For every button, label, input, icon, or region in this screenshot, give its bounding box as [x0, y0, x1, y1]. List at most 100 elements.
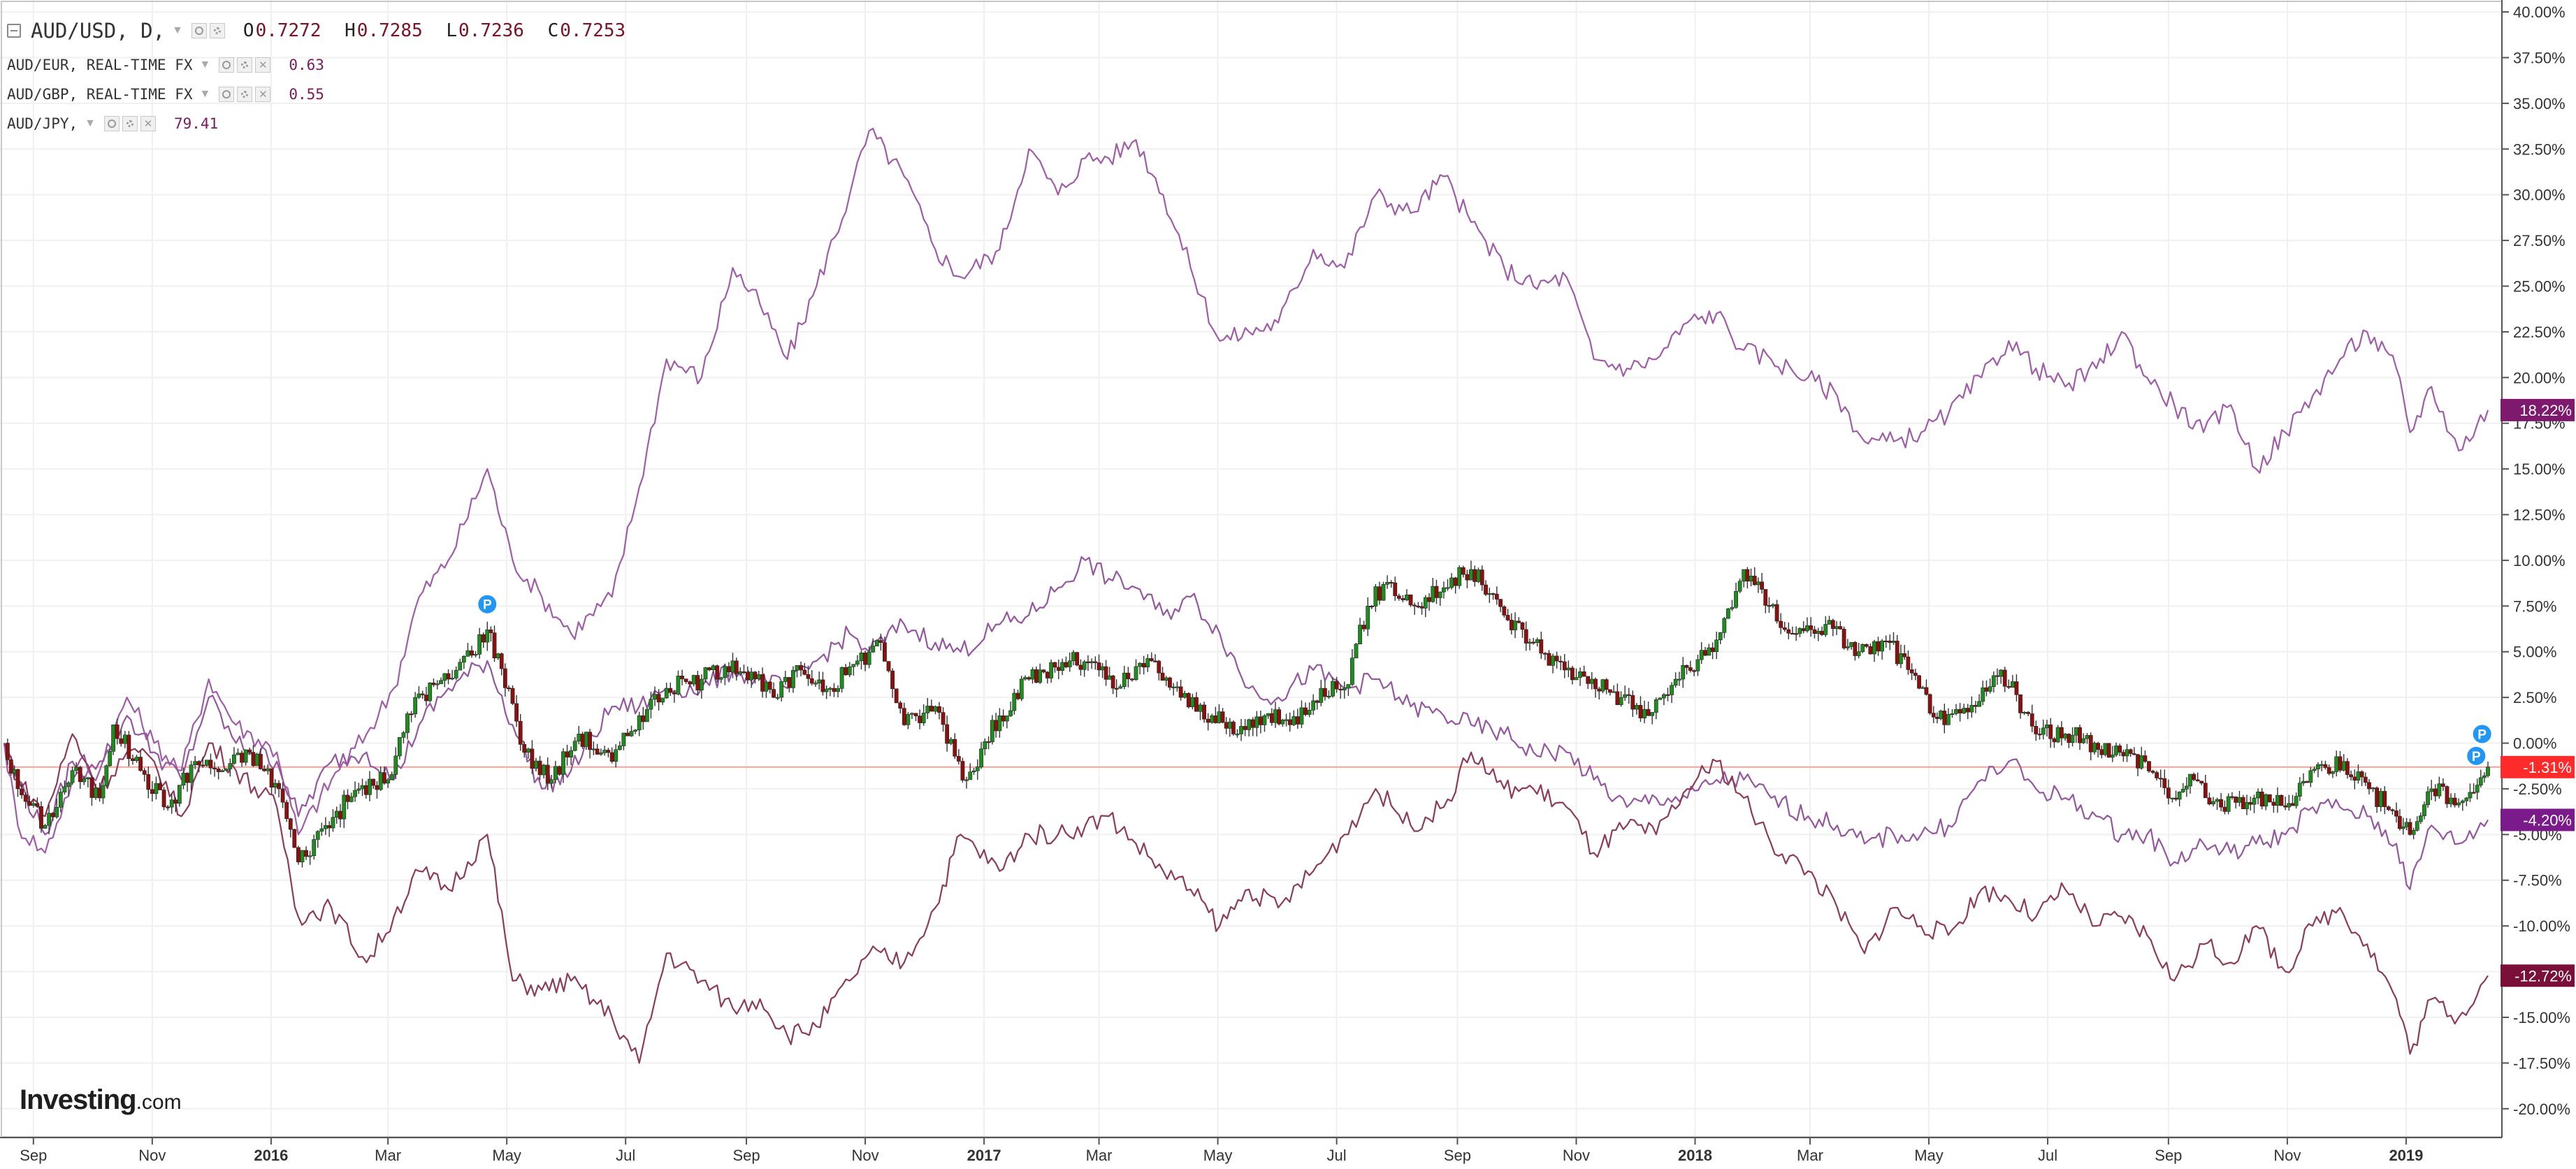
candle-body — [2081, 738, 2086, 743]
x-tick-label: May — [1914, 1147, 1944, 1164]
candle-body — [1442, 587, 1446, 593]
chevron-down-icon[interactable]: ▼ — [199, 88, 211, 100]
eye-icon[interactable] — [219, 87, 235, 102]
high-label: H — [345, 20, 356, 41]
candle-body — [941, 712, 946, 725]
compare-value: 0.63 — [289, 57, 324, 73]
candle-body — [2125, 749, 2129, 757]
candle-body — [1880, 640, 1885, 652]
candle-body — [2192, 774, 2196, 780]
candle-body — [2252, 797, 2257, 805]
y-tick-label: 2.50% — [2513, 689, 2556, 706]
compare-symbol[interactable]: AUD/EUR, REAL-TIME FX — [7, 57, 193, 73]
candle-body — [1962, 708, 1967, 713]
candle-body — [315, 831, 320, 840]
gear-icon[interactable] — [209, 23, 225, 38]
candle-body — [1342, 688, 1347, 690]
candle-body — [1695, 659, 1700, 671]
candle-body — [243, 749, 248, 763]
candle-body — [1461, 567, 1466, 575]
candle-body — [2279, 794, 2284, 806]
candle-body — [795, 665, 799, 671]
y-tick-label: -7.50% — [2513, 872, 2562, 890]
candle-body — [55, 807, 59, 818]
y-tick-label: 30.00% — [2513, 187, 2566, 204]
candle-body — [2359, 771, 2364, 778]
candle-body — [2356, 771, 2361, 781]
candle-body — [1307, 709, 1312, 715]
candle-body — [925, 706, 930, 713]
compare-symbol[interactable]: AUD/GBP, REAL-TIME FX — [7, 86, 193, 103]
candle-body — [420, 693, 425, 695]
candle-body — [2390, 809, 2395, 811]
candle-body — [1872, 641, 1876, 655]
candle-body — [2132, 753, 2136, 755]
eye-icon[interactable] — [104, 116, 120, 131]
candle-body — [312, 839, 317, 856]
candle-body — [2482, 775, 2487, 778]
collapse-icon[interactable] — [7, 24, 21, 38]
candle-body — [1104, 666, 1108, 680]
candle-body — [718, 677, 723, 680]
candle-body — [397, 737, 402, 757]
close-icon[interactable] — [255, 57, 271, 73]
candle-body — [1358, 625, 1362, 645]
candle-body — [1419, 606, 1424, 609]
close-icon[interactable] — [255, 87, 271, 102]
candle-body — [82, 778, 87, 783]
eye-icon[interactable] — [219, 57, 235, 73]
candle-body — [964, 779, 969, 781]
candle-body — [158, 783, 162, 790]
eye-icon[interactable] — [191, 23, 207, 38]
compare-symbol[interactable]: AUD/JPY, — [7, 115, 78, 132]
legend-compare-row: AUD/GBP, REAL-TIME FX ▼ 0.55 — [7, 80, 638, 109]
gear-icon[interactable] — [237, 57, 253, 73]
candle-body — [1981, 687, 1985, 702]
candle-body — [47, 813, 52, 826]
candle-body — [1354, 644, 1359, 659]
candle-body — [809, 678, 814, 684]
candle-body — [1331, 681, 1335, 697]
candle-body — [442, 673, 447, 681]
candle-body — [2136, 754, 2140, 769]
candle-body — [1194, 697, 1199, 712]
candle-body — [1239, 726, 1243, 734]
chevron-down-icon[interactable]: ▼ — [85, 117, 96, 129]
candle-body — [799, 665, 803, 671]
candle-body — [2445, 786, 2450, 804]
candle-body — [1734, 590, 1738, 608]
candle-body — [741, 671, 746, 674]
main-symbol[interactable]: AUD/USD, D, — [31, 19, 166, 43]
candle-body — [1688, 667, 1693, 671]
candle-body — [1366, 606, 1370, 630]
gear-icon[interactable] — [122, 116, 138, 131]
investing-logo[interactable]: Investing.com — [20, 1084, 182, 1116]
close-icon[interactable] — [140, 116, 156, 131]
candle-body — [1767, 605, 1772, 607]
last-value-badge — [2501, 964, 2575, 987]
chevron-down-icon[interactable]: ▼ — [172, 24, 183, 36]
candle-body — [1566, 667, 1571, 671]
gear-icon[interactable] — [237, 87, 253, 102]
y-tick-label: 25.00% — [2513, 278, 2566, 296]
candle-body — [1909, 669, 1914, 674]
candle-body — [1737, 581, 1742, 592]
candle-body — [806, 674, 811, 679]
candle-body — [2378, 791, 2383, 807]
candle-body — [166, 806, 171, 808]
candle-body — [2275, 794, 2280, 806]
candle-body — [2230, 796, 2234, 798]
candle-body — [1045, 671, 1050, 678]
candle-body — [1562, 661, 1567, 671]
candle-body — [446, 673, 451, 680]
candle-body — [1771, 604, 1775, 607]
candle-body — [1927, 694, 1932, 713]
chevron-down-icon[interactable]: ▼ — [199, 59, 211, 71]
candle-body — [836, 688, 840, 692]
candle-body — [485, 630, 490, 643]
candle-body — [1801, 628, 1806, 632]
candle-body — [820, 679, 825, 692]
candle-body — [1812, 629, 1817, 634]
candle-body — [787, 677, 792, 688]
